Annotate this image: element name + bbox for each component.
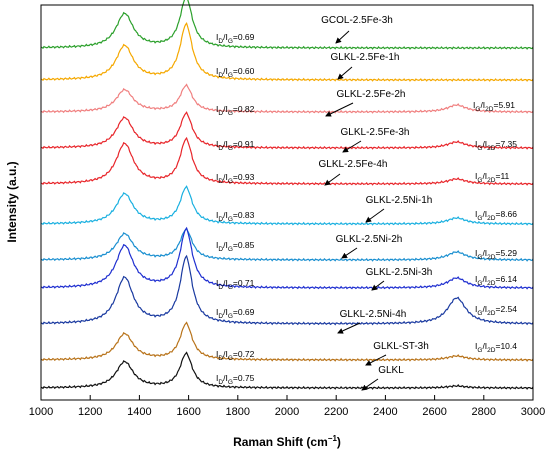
x-tick-label: 2000 [275, 406, 299, 418]
id-ig-ratio-label: ID/IG=0.83 [216, 210, 255, 223]
sample-label: GLKL-2.5Fe-2h [337, 89, 406, 100]
label-arrow [337, 322, 361, 334]
sample-label: GCOL-2.5Fe-3h [321, 15, 393, 26]
spectra-group [40, 0, 534, 390]
spectrum-line [40, 227, 534, 262]
x-tick-label: 2400 [373, 406, 397, 418]
label-arrow [335, 30, 350, 44]
sample-label: GLKL-2.5Fe-3h [341, 127, 410, 138]
id-ig-ratio-label: ID/IG=0.72 [216, 349, 255, 362]
id-ig-ratio-label: ID/IG=0.85 [216, 240, 255, 253]
spectrum-line [40, 111, 534, 150]
ig-i2d-ratio-label: IG/I2D=5.91 [473, 100, 515, 113]
spectrum-line [40, 22, 534, 82]
x-axis-label-suffix: ) [337, 435, 341, 449]
ig-i2d-ratio-label: IG/I2D=8.66 [475, 209, 517, 222]
x-axis-label-sup: −1 [328, 434, 338, 443]
spectrum-line [40, 0, 534, 50]
x-tick-label: 2800 [472, 406, 496, 418]
label-arrow [324, 173, 341, 186]
id-ig-ratio-label: ID/IG=0.75 [216, 373, 255, 386]
spectrum-line [40, 351, 534, 390]
spectrum-line [40, 185, 534, 226]
sample-label: GLKL-2.5Ni-4h [340, 309, 407, 320]
plot-frame [40, 4, 534, 401]
x-ticks-group: 1000 1200 1400 1600 1800 2000 2200 2400 2600 2800… [29, 395, 545, 418]
ig-i2d-ratio-label: IG/I2D=5.29 [475, 248, 517, 261]
annotations-group: GCOL-2.5Fe-3h ID/IG=0.69 GLKL-2.5Fe-1h ID/I… [216, 15, 517, 391]
label-arrow [371, 280, 385, 291]
sample-label: GLKL-ST-3h [373, 341, 429, 352]
id-ig-ratio-label: ID/IG=0.71 [216, 278, 255, 291]
spectrum-line [40, 321, 534, 362]
sample-label: GLKL [378, 365, 404, 376]
x-tick-label: 2600 [422, 406, 446, 418]
sample-label: GLKL-2.5Ni-2h [336, 234, 403, 245]
sample-label: GLKL-2.5Fe-4h [319, 159, 388, 170]
id-ig-ratio-label: ID/IG=0.69 [216, 307, 255, 320]
x-tick-label: 1600 [176, 406, 200, 418]
spectrum-line [40, 254, 534, 326]
x-axis-label: Raman Shift (cm−1) [233, 434, 341, 449]
id-ig-ratio-label: ID/IG=0.93 [216, 172, 255, 185]
x-tick-label: 2200 [324, 406, 348, 418]
spectrum-line [40, 136, 534, 186]
label-arrow [361, 378, 379, 391]
sample-label: GLKL-2.5Ni-1h [366, 195, 433, 206]
ig-i2d-ratio-label: IG/I2D=7.35 [475, 139, 517, 152]
spectrum-line [40, 83, 534, 114]
id-ig-ratio-label: ID/IG=0.60 [216, 66, 255, 79]
label-arrow [365, 354, 387, 366]
ig-i2d-ratio-label: IG/I2D=6.14 [475, 274, 517, 287]
label-arrow [341, 247, 358, 259]
x-axis-label-main: Raman Shift (cm [233, 435, 328, 449]
id-ig-ratio-label: ID/IG=0.69 [216, 32, 255, 45]
spectrum-line [40, 226, 534, 290]
sample-label: GLKL-2.5Fe-1h [331, 52, 400, 63]
label-arrow [337, 66, 353, 80]
x-tick-label: 1200 [78, 406, 102, 418]
label-arrow [325, 102, 354, 117]
x-tick-label: 3000 [521, 406, 545, 418]
id-ig-ratio-label: ID/IG=0.82 [216, 104, 255, 117]
label-arrow [365, 208, 385, 223]
ig-i2d-ratio-label: IG/I2D=2.54 [475, 304, 517, 317]
id-ig-ratio-label: ID/IG=0.91 [216, 139, 255, 152]
x-tick-label: 1800 [226, 406, 250, 418]
label-arrow [342, 140, 362, 153]
sample-label: GLKL-2.5Ni-3h [366, 267, 433, 278]
x-tick-label: 1000 [29, 406, 53, 418]
ig-i2d-ratio-label: IG/I2D=11 [475, 171, 510, 184]
ig-i2d-ratio-label: IG/I2D=10.4 [475, 341, 517, 354]
y-axis-label: Intensity (a.u.) [5, 161, 19, 242]
x-tick-label: 1400 [127, 406, 151, 418]
